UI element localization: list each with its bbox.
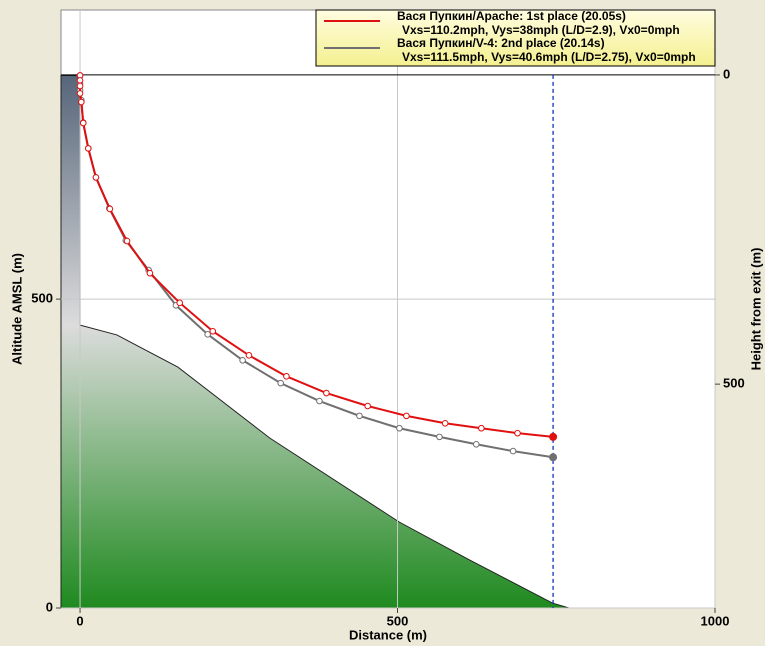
point <box>204 331 211 338</box>
legend: Вася Пупкин/Apache: 1st place (20.05s)Vx… <box>315 9 716 67</box>
point <box>176 299 184 307</box>
y-tick-label: 500 <box>31 291 53 306</box>
point <box>396 424 403 432</box>
point <box>146 269 154 277</box>
point <box>478 424 485 432</box>
trajectory <box>79 75 554 438</box>
y2-axis-label: Height from exit (m) <box>748 248 763 371</box>
point <box>316 397 323 405</box>
legend-label: Вася Пупкин/Apache: 1st place (20.05s) <box>397 9 626 23</box>
point <box>76 77 84 84</box>
point <box>78 98 85 106</box>
x-tick-label: 0 <box>76 613 83 628</box>
point <box>472 440 480 448</box>
legend-detail: Vxs=110.2mph, Vys=38mph (L/D=2.9), Vx0=0… <box>402 23 680 37</box>
y2-tick-label: 500 <box>723 376 745 391</box>
point <box>514 429 521 437</box>
y-axis-label: Altitude AMSL (m) <box>9 253 24 365</box>
legend-detail: Vxs=111.5mph, Vys=40.6mph (L/D=2.75), Vx… <box>402 50 696 64</box>
x-tick-label: 1000 <box>701 613 730 628</box>
point <box>436 433 443 441</box>
point <box>403 412 410 420</box>
point <box>364 402 371 410</box>
point <box>277 379 284 387</box>
point <box>356 412 363 420</box>
point <box>92 174 100 181</box>
point <box>85 145 92 152</box>
point <box>323 389 330 397</box>
point <box>76 90 84 97</box>
point <box>106 205 114 213</box>
point <box>209 327 217 335</box>
point <box>245 352 253 359</box>
point <box>76 82 84 90</box>
legend-label: Вася Пупкин/V-4: 2nd place (20.14s) <box>397 36 605 50</box>
x-axis-label: Distance (m) <box>349 627 427 642</box>
point <box>239 356 246 364</box>
y2-tick-label: 0 <box>723 66 730 81</box>
point <box>549 432 558 441</box>
point <box>549 453 558 462</box>
x-tick-label: 500 <box>387 613 409 628</box>
point <box>441 419 449 427</box>
point <box>123 237 131 245</box>
legend-box <box>315 9 716 67</box>
y-tick-label: 0 <box>46 599 53 614</box>
point <box>79 119 87 127</box>
point <box>283 373 290 380</box>
point <box>509 447 517 455</box>
